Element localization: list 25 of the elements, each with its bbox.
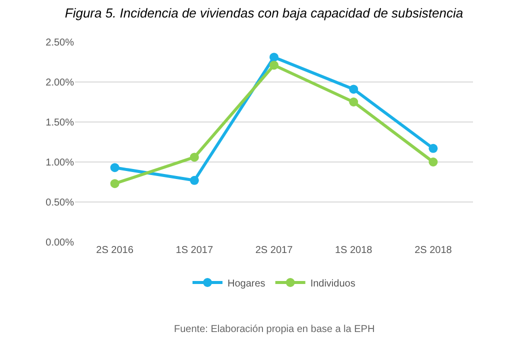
- y-tick-label: 2.50%: [46, 38, 74, 48]
- legend-label: Individuos: [310, 278, 356, 290]
- point: [110, 163, 120, 172]
- point: [270, 52, 278, 62]
- point: [190, 176, 199, 185]
- legend-label: Hogares: [228, 278, 266, 290]
- point: [428, 158, 438, 166]
- x-tick-label: 2S 2016: [96, 245, 134, 256]
- y-tick-label: 0.00%: [46, 238, 74, 248]
- y-tick-label: 1.00%: [46, 158, 74, 168]
- x-tick-label: 2S 2018: [414, 245, 452, 256]
- point: [190, 152, 199, 162]
- x-tick-label: 1S 2018: [334, 245, 373, 256]
- point: [428, 144, 438, 153]
- y-tick-label: 1.50%: [46, 118, 74, 128]
- point: [110, 179, 120, 188]
- chart-title: Figura 5. Incidencia de viviendas con baja capacidad de subsistencia: [64, 6, 464, 21]
- point: [349, 98, 358, 106]
- y-tick-label: 2.00%: [46, 78, 74, 88]
- point: [349, 84, 358, 94]
- y-tick-label: 0.50%: [46, 198, 74, 208]
- x-tick-label: 2S 2017: [255, 245, 294, 256]
- point: [270, 60, 278, 70]
- source-note: Fuente: Elaboración propia en base a la EPH: [174, 324, 375, 335]
- x-tick-label: 1S 2017: [176, 245, 214, 256]
